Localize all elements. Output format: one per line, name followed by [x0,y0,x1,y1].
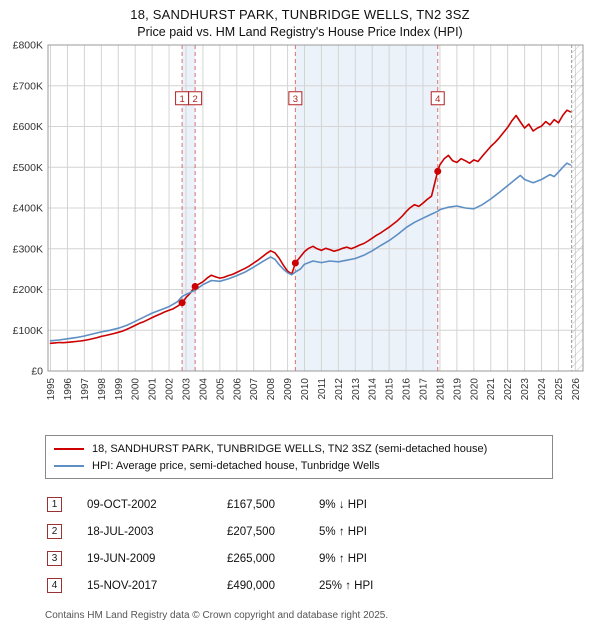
hpi-line-swatch [54,464,84,467]
transaction-price: £490,000 [227,579,275,592]
x-axis-tick-label: 2026 [571,378,582,401]
sale-point-dot [434,167,442,175]
transaction-date: 09-OCT-2002 [87,498,157,511]
transaction-date: 19-JUN-2009 [87,552,156,565]
x-axis-tick-label: 1997 [80,378,91,401]
x-axis-tick-label: 2014 [368,378,379,401]
x-axis-tick-label: 2009 [283,378,294,401]
x-axis-tick-label: 2020 [469,378,480,401]
chart-subtitle: Price paid vs. HM Land Registry's House … [137,25,463,39]
x-axis-tick-label: 2019 [452,378,463,401]
sale-point-dot [191,282,199,290]
y-axis-tick-label: £100K [13,325,43,337]
x-axis-tick-label: 2016 [402,378,413,401]
transaction-row: 2 18-JUL-2003 £207,500 5% ↑ HPI [47,518,600,545]
transaction-hpi-delta: 9% ↑ HPI [319,552,367,565]
x-axis-tick-label: 2017 [419,378,430,401]
x-axis-tick-label: 1996 [63,378,74,401]
x-axis-tick-label: 2012 [334,378,345,401]
x-axis-tick-label: 1998 [97,378,108,401]
x-axis-tick-label: 2000 [131,378,142,401]
footer-line1: Contains HM Land Registry data © Crown c… [45,610,389,620]
y-axis-tick-label: £600K [13,121,43,133]
transaction-number-badge: 3 [47,551,62,566]
y-axis-tick-label: £300K [13,243,43,255]
sale-marker-badge-label: 1 [179,94,184,105]
x-axis-tick-label: 2010 [300,378,311,401]
footer: Contains HM Land Registry data © Crown c… [45,609,600,620]
transaction-price: £167,500 [227,498,275,511]
price-history-chart: 1 2 3 4 £0 £100K £200K £300K £400K £500K £600K £700… [13,40,584,401]
legend-item-hpi: HPI: Average price, semi-detached house,… [54,457,544,474]
legend-label-property: 18, SANDHURST PARK, TUNBRIDGE WELLS, TN2… [92,442,488,455]
x-axis-tick-label: 2006 [232,378,243,401]
x-axis-tick-label: 2005 [215,378,226,401]
transaction-date: 18-JUL-2003 [87,525,154,538]
transaction-row: 1 09-OCT-2002 £167,500 9% ↓ HPI [47,491,600,518]
x-axis-tick-label: 1999 [114,378,125,401]
y-axis-tick-label: £500K [13,162,43,174]
y-axis-tick-label: £700K [13,80,43,92]
transaction-hpi-delta: 5% ↑ HPI [319,525,367,538]
y-axis-tick-label: £200K [13,284,43,296]
property-line-swatch [54,447,84,450]
transaction-row: 4 15-NOV-2017 £490,000 25% ↑ HPI [47,572,600,599]
x-axis-tick-label: 2024 [537,378,548,401]
x-axis-tick-label: 2018 [435,378,446,401]
x-axis-tick-label: 2022 [503,378,514,401]
transaction-number-badge: 1 [47,497,62,512]
chart-title: 18, SANDHURST PARK, TUNBRIDGE WELLS, TN2… [130,7,470,22]
sale-point-dot [291,259,299,267]
y-axis-tick-label: £800K [13,40,43,52]
x-axis-tick-label: 2004 [198,378,209,401]
legend-label-hpi: HPI: Average price, semi-detached house,… [92,459,380,472]
legend-item-property: 18, SANDHURST PARK, TUNBRIDGE WELLS, TN2… [54,440,544,457]
transactions-table: 1 09-OCT-2002 £167,500 9% ↓ HPI 2 18-JUL-2003… [47,491,600,599]
y-axis-tick-label: £0 [31,366,43,378]
x-axis-tick-label: 2011 [317,378,328,400]
x-axis-tick-label: 1995 [46,378,57,401]
transaction-hpi-delta: 25% ↑ HPI [319,579,374,592]
x-axis-tick-label: 2007 [249,378,260,401]
sale-marker-badge [288,91,303,106]
x-axis-tick-label: 2001 [148,378,159,401]
y-axis-tick-label: £400K [13,203,43,215]
x-axis-tick-label: 2003 [181,378,192,401]
transaction-price: £207,500 [227,525,275,538]
sale-point-dot [178,299,186,307]
future-hatch-region [571,45,583,371]
sale-marker-badge [430,91,445,106]
x-axis-tick-label: 2008 [266,378,277,401]
sale-marker-badge-label: 4 [435,94,440,105]
hpi-line [49,162,572,342]
chart-legend: 18, SANDHURST PARK, TUNBRIDGE WELLS, TN2… [45,435,553,479]
x-axis-tick-label: 2002 [165,378,176,401]
sale-marker-badge [188,91,203,106]
x-axis-tick-label: 2021 [486,378,497,401]
transaction-hpi-delta: 9% ↓ HPI [319,498,367,511]
x-axis-tick-label: 2013 [351,378,362,401]
transaction-row: 3 19-JUN-2009 £265,000 9% ↑ HPI [47,545,600,572]
x-axis-tick-label: 2025 [554,378,565,401]
transaction-number-badge: 4 [47,578,62,593]
sale-marker-badge-label: 2 [192,94,197,105]
transaction-number-badge: 2 [47,524,62,539]
transaction-date: 15-NOV-2017 [87,579,158,592]
sale-marker-badge-label: 3 [293,94,298,105]
x-axis-tick-label: 2023 [520,378,531,401]
x-axis-tick-label: 2015 [385,378,396,401]
property-price-line [49,109,572,345]
transaction-price: £265,000 [227,552,275,565]
